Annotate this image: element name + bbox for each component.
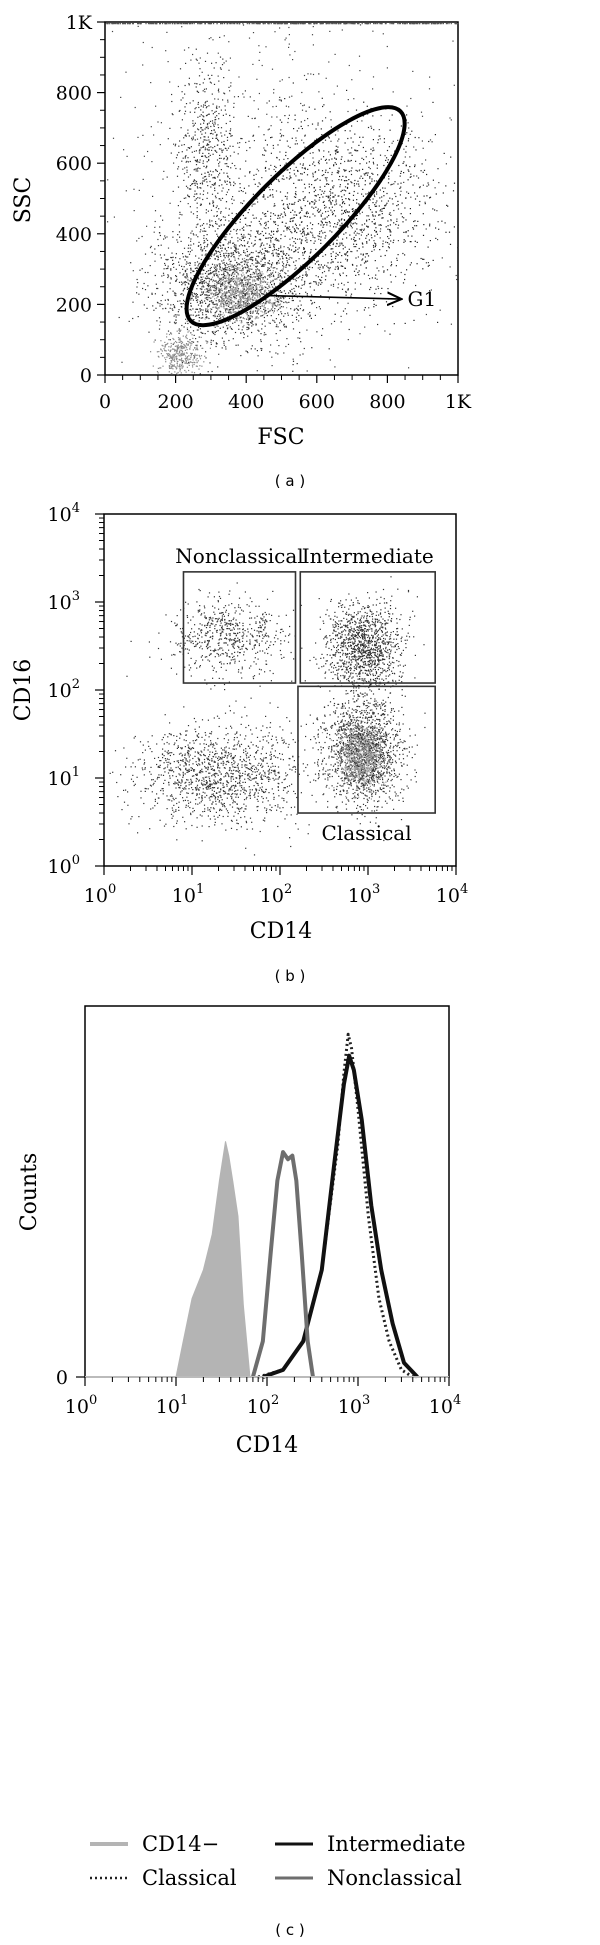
- gate-classical-box: [297, 685, 436, 814]
- panel-c-caption: ( c ): [275, 1921, 305, 1939]
- legend-label-2: Classical: [142, 1866, 237, 1890]
- series-cd14-curve: [175, 1141, 251, 1378]
- x-tick-label: 400: [228, 391, 264, 413]
- x-tick-label: 103: [338, 1393, 370, 1418]
- x-tick-label: 600: [299, 391, 335, 413]
- panel-a-y-label: SSC: [11, 177, 36, 224]
- panel-b-events: [109, 558, 426, 856]
- x-tick-label: 800: [369, 391, 405, 413]
- gate-intermediate-label: Intermediate: [302, 544, 434, 568]
- y-tick-label: 200: [56, 294, 92, 316]
- panel-a-events: [105, 23, 459, 375]
- panel-c-x-label: CD14: [236, 1433, 298, 1458]
- panel-c-ticks: 100 101 102 103 104 0: [56, 1367, 461, 1418]
- gate-g1-ellipse: [184, 105, 407, 328]
- legend-label-0: CD14−: [142, 1832, 219, 1856]
- panel-b-x-label: CD14: [250, 919, 312, 944]
- y-tick-label: 800: [56, 83, 92, 105]
- y-tick-label: 103: [48, 589, 80, 614]
- y-tick-label: 102: [48, 677, 80, 702]
- legend-label-3: Nonclassical: [327, 1866, 462, 1890]
- y-tick-label: 1K: [66, 12, 93, 34]
- y-tick-label: 104: [48, 501, 80, 526]
- panel-a-scatter: 00 200 200 400 400 600 600 800 800 1K 1K G1 FSC SS…: [11, 12, 472, 490]
- y-tick-label: 400: [56, 224, 92, 246]
- panel-c-frame: [84, 1005, 450, 1378]
- x-tick-label: 104: [429, 1393, 461, 1418]
- x-tick-label: 1K: [445, 391, 472, 413]
- gate-nonclassical-box: [182, 571, 297, 684]
- g1-arrow: [267, 296, 401, 300]
- x-tick-label: 0: [99, 391, 111, 413]
- panel-b-caption: ( b ): [275, 967, 306, 985]
- x-tick-label: 104: [436, 882, 468, 907]
- legend-label-1: Intermediate: [327, 1832, 466, 1856]
- gate-nonclassical-label: Nonclassical: [175, 544, 303, 568]
- x-tick-label: 200: [157, 391, 193, 413]
- x-tick-label: 101: [156, 1393, 188, 1418]
- y-tick-label: 101: [48, 765, 80, 790]
- panel-a-ticks: 00 200 200 400 400 600 600 800 800 1K 1K: [56, 12, 472, 413]
- x-tick-label: 100: [84, 882, 116, 907]
- panel-a-caption: ( a ): [275, 472, 305, 490]
- panel-a-frame: [104, 21, 459, 376]
- panel-c-legend: CD14− Intermediate Classical Nonclassical: [90, 1832, 466, 1890]
- y-tick-label: 600: [56, 153, 92, 175]
- x-tick-label: 103: [348, 882, 380, 907]
- series-nonclassical-curve: [250, 1150, 315, 1378]
- x-tick-label: 102: [260, 882, 292, 907]
- y-tick-label: 0: [80, 365, 92, 387]
- gate-intermediate-box: [299, 571, 436, 684]
- panel-b-y-label: CD16: [11, 659, 36, 721]
- gate-classical-label: Classical: [322, 821, 412, 845]
- y-tick-label: 0: [56, 1367, 68, 1389]
- x-tick-label: 102: [247, 1393, 279, 1418]
- x-tick-label: 101: [172, 882, 204, 907]
- panel-c-histogram: 100 101 102 103 104 0 CD14 Counts CD14− Interm…: [17, 1005, 466, 1939]
- x-tick-label: 100: [65, 1393, 97, 1418]
- panel-a-x-label: FSC: [257, 425, 304, 450]
- y-tick-label: 100: [48, 853, 80, 878]
- panel-c-y-label: Counts: [17, 1153, 42, 1232]
- gate-g1-label: G1: [408, 287, 437, 311]
